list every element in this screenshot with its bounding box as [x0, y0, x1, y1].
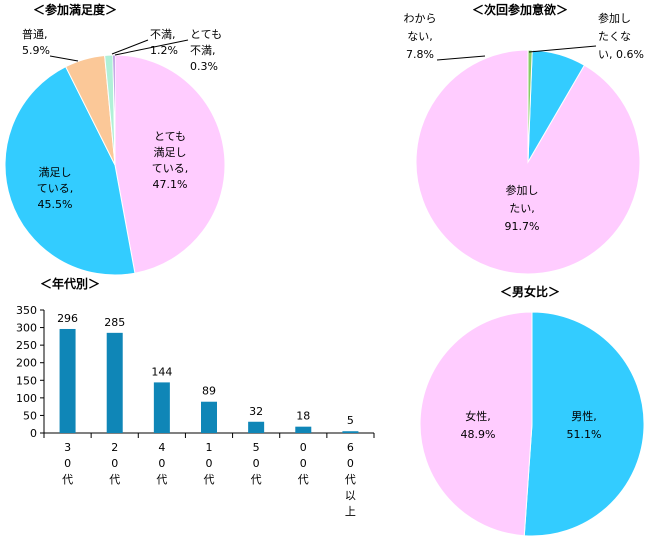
age-bar-value-label: 32	[249, 405, 263, 418]
age-category-label: 6 0 代以上	[345, 441, 356, 518]
intention-title: ＜次回参加意欲＞	[472, 2, 568, 17]
satisfaction-label-5-line: 不満,	[190, 44, 216, 57]
age-title: ＜年代別＞	[40, 276, 100, 291]
satisfaction-label-2-line: 満足し	[39, 166, 72, 179]
age-bar-value-label: 5	[347, 414, 354, 427]
intention-slice-3	[527, 49, 533, 163]
gender-label-2-line: 48.9%	[461, 428, 496, 441]
satisfaction-label-2-line: ている,	[37, 182, 74, 195]
age-bar-value-label: 144	[151, 365, 172, 378]
gender-label-2-line: 女性,	[465, 409, 491, 423]
satisfaction-slice-5	[112, 54, 116, 166]
satisfaction-label-3: 普通, 5.9%	[22, 27, 50, 57]
y-tick-label: 50	[23, 409, 37, 422]
intention-label-1-line: 参加し	[506, 183, 539, 197]
satisfaction-label-3-line: 普通,	[22, 27, 48, 41]
y-tick-label: 100	[16, 392, 37, 405]
gender-label-1: 男性, 51.1%	[567, 409, 602, 441]
gender-slice-1	[523, 311, 645, 537]
y-tick-label: 250	[16, 339, 37, 352]
age-bar-chart: ＜年代別＞ 0 50 100 150 200 250 300 350 296 3 0 代 285 2 0 代 14…	[16, 276, 375, 518]
intention-label-1-line: 91.7%	[505, 220, 540, 233]
intention-label-3-line: い, 0.6%	[598, 48, 644, 61]
satisfaction-label-1-line: 満足し	[154, 146, 187, 159]
age-bar-2	[106, 332, 123, 433]
age-bar-value-label: 18	[296, 410, 310, 423]
satisfaction-label-2-line: 45.5%	[38, 198, 73, 211]
intention-label-3-line: たくな	[598, 30, 631, 43]
gender-pie-chart: ＜男女比＞ 男性, 51.1% 女性, 48.9%	[419, 284, 645, 537]
age-bar-7	[342, 431, 359, 433]
intention-label-2-line: わから	[404, 12, 437, 25]
gender-label-2: 女性, 48.9%	[461, 409, 496, 441]
y-tick-label: 150	[16, 374, 37, 387]
intention-label-2-line: ない,	[407, 30, 433, 43]
satisfaction-label-4: 不満, 1.2%	[150, 28, 178, 57]
intention-label-2-line: 7.8%	[406, 48, 434, 61]
satisfaction-label-4-line: 不満,	[150, 28, 176, 41]
age-bar-3	[153, 382, 170, 433]
y-tick-label: 0	[30, 427, 37, 440]
satisfaction-label-1-line: ている,	[152, 162, 189, 175]
age-bar-value-label: 285	[104, 316, 125, 329]
leader-line	[111, 39, 149, 55]
leader-line	[528, 45, 597, 53]
y-tick-label: 200	[16, 357, 37, 370]
satisfaction-label-4-line: 1.2%	[150, 44, 178, 57]
satisfaction-label-1-line: とても	[154, 130, 186, 143]
age-bar-6	[295, 426, 312, 433]
intention-label-3-line: 参加し	[598, 11, 631, 25]
gender-label-1-line: 男性,	[571, 409, 597, 423]
y-tick-label: 350	[16, 304, 37, 317]
satisfaction-slice-2	[4, 66, 136, 276]
y-tick-label: 300	[16, 322, 37, 335]
satisfaction-slice-1	[114, 54, 226, 274]
age-bar-value-label: 89	[202, 385, 216, 398]
leader-line	[436, 55, 486, 61]
age-bar-4	[201, 401, 217, 433]
satisfaction-label-5-line: 0.3%	[190, 60, 218, 73]
satisfaction-label-1-line: 47.1%	[153, 178, 188, 191]
satisfaction-label-5-line: とても	[190, 28, 222, 41]
satisfaction-title: ＜参加満足度＞	[33, 2, 117, 17]
gender-slice-2	[419, 311, 533, 537]
age-bar-value-label: 296	[57, 312, 78, 325]
gender-title: ＜男女比＞	[500, 284, 560, 299]
satisfaction-label-3-line: 5.9%	[22, 44, 50, 57]
age-bar-5	[248, 421, 265, 433]
leader-line	[49, 55, 79, 62]
age-bar-1	[59, 328, 76, 433]
gender-label-1-line: 51.1%	[567, 428, 602, 441]
intention-label-1-line: たい,	[509, 202, 535, 215]
leader-line	[114, 39, 189, 56]
satisfaction-pie-chart: ＜参加満足度＞とても満足している,47.1%満足している,45.5%普通,5.9…	[4, 2, 226, 276]
